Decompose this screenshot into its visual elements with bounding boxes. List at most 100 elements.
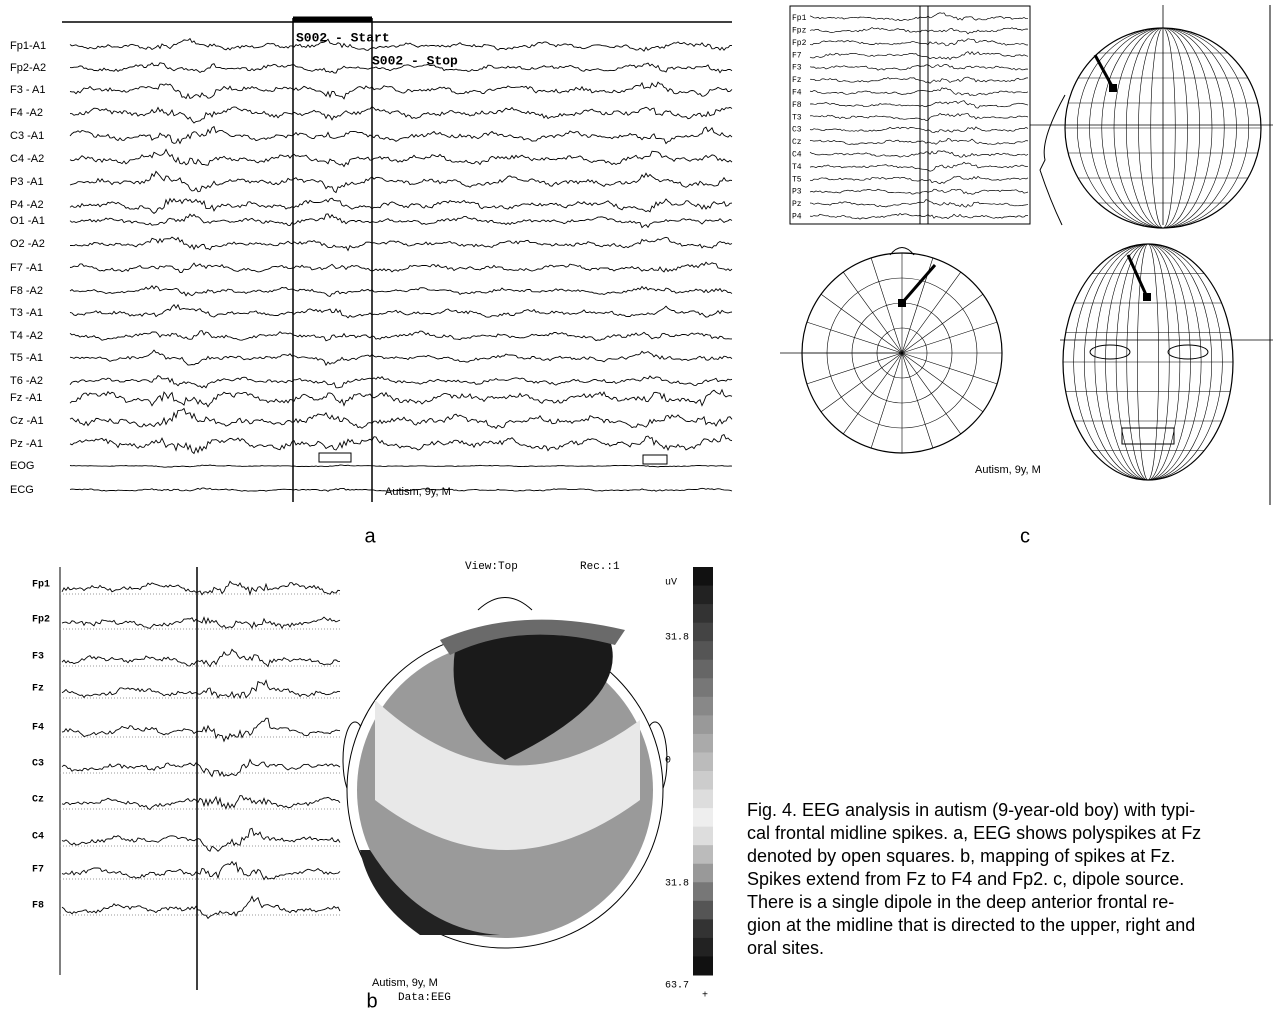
- dipole: [902, 265, 935, 303]
- eeg-trace: [810, 189, 1028, 194]
- colorbar-step: [693, 623, 713, 642]
- channel-label: Cz: [792, 138, 802, 147]
- eeg-trace: [70, 465, 732, 467]
- wire: [902, 353, 933, 448]
- colorbar-step: [693, 586, 713, 605]
- channel-label: C3 -A1: [10, 130, 44, 142]
- channel-label: Fpz: [792, 27, 807, 36]
- channel-label: Pz -A1: [10, 438, 43, 450]
- colorbar-step: [693, 808, 713, 827]
- colorbar-step: [693, 827, 713, 846]
- eeg-trace: [62, 760, 340, 777]
- colorbar-step: [693, 567, 713, 586]
- channel-label: ECG: [10, 484, 34, 496]
- scale-label: 63.7: [665, 981, 689, 992]
- eeg-trace: [62, 649, 340, 666]
- wire: [902, 353, 997, 384]
- page: S002 - Start S002 - Stop Autism, 9y, M a…: [0, 0, 1273, 1010]
- eeg-trace: [70, 409, 732, 429]
- panel-label: a: [364, 525, 376, 547]
- eeg-trace: [810, 162, 1028, 171]
- channel-label: Fp2-A2: [10, 62, 46, 74]
- eeg-trace: [810, 64, 1028, 70]
- eeg-trace: [70, 107, 732, 123]
- panel-b: View:Top Rec.:1 Autism, 9y, M Data:EEG b…: [32, 561, 713, 1010]
- eeg-trace: [70, 286, 732, 297]
- channel-label: F4 -A2: [10, 107, 43, 119]
- dipole-source: [1143, 293, 1151, 301]
- channel-label: Fp1-A1: [10, 40, 46, 52]
- colorbar-step: [693, 956, 713, 975]
- channel-label: C3: [792, 126, 802, 135]
- subject-label: Autism, 9y, M: [385, 486, 451, 498]
- colorbar-step: [693, 771, 713, 790]
- view-label: View:Top: [465, 561, 518, 573]
- panel-c: Autism, 9y, M c Fp1FpzFp2F7F3FzF4F8T3C3C…: [780, 5, 1273, 547]
- eeg-trace: [62, 680, 340, 698]
- subject-label: Autism, 9y, M: [975, 464, 1041, 476]
- channel-label: C4 -A2: [10, 153, 44, 165]
- dipole: [1095, 55, 1113, 88]
- eeg-trace: [70, 331, 732, 341]
- stop-annotation: S002 - Stop: [372, 53, 458, 68]
- data-label: Data:EEG: [398, 992, 451, 1004]
- colorbar-step: [693, 901, 713, 920]
- unit-label: uV: [665, 578, 677, 589]
- eeg-trace: [810, 88, 1028, 96]
- spike-square: [643, 455, 667, 464]
- eeg-trace: [70, 39, 732, 52]
- colorbar-step: [693, 919, 713, 938]
- channel-label: F4: [32, 723, 44, 734]
- colorbar-step: [693, 604, 713, 623]
- channel-label: C4: [792, 151, 802, 160]
- eeg-trace: [810, 113, 1028, 120]
- channel-label: F3 - A1: [10, 84, 45, 96]
- channel-label: P4: [792, 213, 802, 222]
- face-profile: [1040, 95, 1065, 225]
- panel-label: b: [366, 990, 377, 1010]
- eeg-trace: [62, 581, 340, 594]
- channel-label: T5 -A1: [10, 352, 43, 364]
- channel-label: T4: [792, 163, 802, 172]
- colorbar-step: [693, 752, 713, 771]
- eeg-trace: [70, 376, 732, 388]
- colorbar-step: [693, 845, 713, 864]
- channel-label: Fp1: [32, 580, 50, 591]
- channel-label: Pz: [792, 200, 802, 209]
- channel-label: Cz: [32, 795, 44, 806]
- eeg-trace: [810, 200, 1028, 208]
- channel-label: T4 -A2: [10, 330, 43, 342]
- channel-label: F7: [792, 51, 802, 60]
- spike-square: [319, 453, 351, 462]
- eeg-trace: [810, 151, 1028, 157]
- caption-line: oral sites.: [747, 938, 824, 958]
- eeg-trace: [62, 718, 340, 741]
- caption-line: There is a single dipole in the deep ant…: [747, 892, 1174, 912]
- channel-label: F8: [792, 101, 802, 110]
- eeg-trace: [810, 28, 1028, 34]
- scale-label: +: [702, 991, 708, 1002]
- channel-label: Fz -A1: [10, 392, 42, 404]
- colorbar-step: [693, 641, 713, 660]
- eeg-trace: [70, 390, 732, 407]
- eeg-trace: [810, 176, 1028, 184]
- eeg-trace: [810, 77, 1028, 83]
- record-label: Rec.:1: [580, 561, 620, 573]
- channel-label: Fp2: [792, 39, 807, 48]
- channel-label: F7: [32, 865, 44, 876]
- eeg-trace: [70, 127, 732, 144]
- start-annotation: S002 - Start: [296, 30, 390, 45]
- eeg-trace: [70, 82, 732, 99]
- dipole-source: [1109, 84, 1117, 92]
- wire: [902, 322, 997, 353]
- panel-label: c: [1020, 525, 1030, 547]
- eeg-trace: [70, 214, 732, 228]
- eeg-trace: [70, 350, 732, 365]
- eeg-trace: [62, 617, 340, 628]
- eye: [1090, 345, 1130, 359]
- channel-label: P3: [792, 188, 802, 197]
- channel-label: F8 -A2: [10, 285, 43, 297]
- channel-label: P3 -A1: [10, 176, 44, 188]
- scale-label: 0: [665, 756, 671, 767]
- eeg-trace: [62, 828, 340, 851]
